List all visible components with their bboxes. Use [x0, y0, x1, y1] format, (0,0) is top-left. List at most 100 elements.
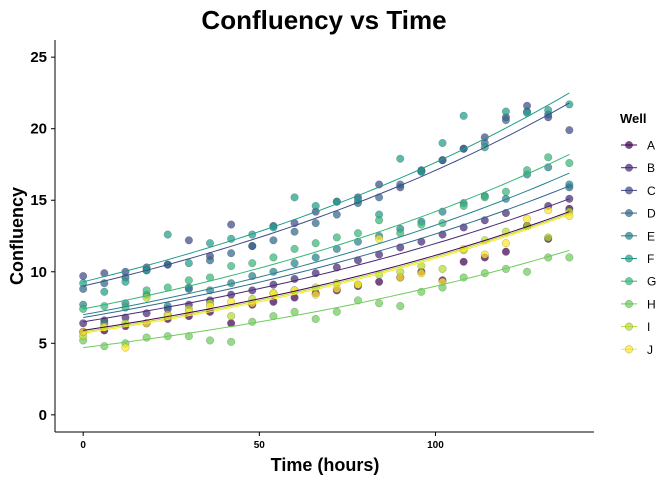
point-j-2	[121, 343, 130, 352]
fit-line-f	[83, 92, 570, 283]
point-j-12	[332, 284, 341, 293]
legend-item-c: C	[621, 184, 656, 198]
legend-item-g: G	[621, 275, 656, 289]
point-g-11	[311, 239, 320, 248]
point-c-7	[227, 220, 236, 229]
point-g-23	[565, 158, 574, 168]
point-f-6	[205, 239, 215, 248]
legend-key-i	[624, 322, 634, 331]
legend-item-i: I	[621, 320, 650, 334]
point-j-19	[480, 250, 489, 259]
point-f-15	[396, 154, 405, 163]
legend-key-a	[624, 140, 634, 150]
point-g-5	[184, 276, 193, 285]
legend-label-h: H	[647, 297, 656, 311]
point-a-18	[459, 257, 468, 266]
y-tick-label-5: 25	[30, 49, 47, 66]
point-g-7	[227, 261, 236, 271]
legend-key-d	[624, 209, 634, 218]
point-h-1	[100, 342, 109, 351]
fit-line-h	[83, 249, 570, 349]
point-f-17	[438, 138, 447, 148]
legend-title: Well	[620, 111, 647, 126]
legend-item-h: H	[621, 297, 656, 311]
fit-line-j	[83, 214, 570, 334]
point-b-12	[332, 263, 341, 272]
legend-label-e: E	[647, 229, 655, 243]
point-h-14	[375, 299, 384, 308]
legend-label-a: A	[647, 139, 655, 153]
legend-label-j: J	[647, 343, 653, 357]
legend-key-e	[624, 231, 634, 240]
point-h-11	[311, 314, 320, 324]
legend-item-b: B	[621, 161, 655, 175]
point-h-15	[396, 302, 405, 311]
point-e-5	[184, 283, 193, 292]
point-a-20	[501, 247, 510, 256]
point-h-21	[523, 267, 532, 276]
point-h-13	[353, 296, 363, 305]
legend-item-j: J	[621, 343, 653, 357]
point-g-13	[353, 229, 363, 238]
series-d-points	[79, 107, 574, 293]
point-i-7	[227, 312, 236, 321]
point-g-9	[269, 253, 278, 262]
legend-label-g: G	[647, 275, 656, 289]
point-c-5	[184, 236, 193, 245]
series-g-points	[79, 153, 574, 314]
point-h-7	[227, 337, 236, 346]
point-h-6	[205, 336, 215, 345]
point-j-13	[353, 280, 363, 289]
legend-label-b: B	[647, 161, 655, 175]
point-d-8	[248, 241, 257, 251]
point-i-22	[544, 233, 553, 242]
legend-item-f: F	[621, 252, 654, 266]
fit-line-i	[83, 212, 570, 333]
fit-line-d	[83, 185, 570, 319]
y-tick-label-0: 0	[39, 407, 47, 424]
x-axis-title: Time (hours)	[271, 455, 380, 475]
legend-item-d: D	[621, 207, 656, 221]
legend-label-d: D	[647, 207, 656, 221]
point-d-9	[269, 236, 278, 245]
point-e-4	[163, 302, 172, 311]
point-e-10	[290, 259, 299, 268]
legend-key-h	[624, 299, 634, 308]
point-d-7	[227, 249, 236, 258]
point-d-6	[205, 256, 215, 265]
y-axis-title: Confluency	[7, 187, 27, 285]
legend-key-c	[624, 186, 634, 195]
point-g-8	[248, 259, 257, 268]
series-e-points	[79, 163, 574, 328]
legend-key-f	[624, 254, 634, 263]
trend-lines-layer	[83, 92, 570, 349]
point-f-23	[565, 100, 574, 109]
point-g-18	[459, 201, 468, 211]
point-g-19	[480, 193, 489, 202]
point-g-12	[332, 233, 341, 242]
point-j-20	[501, 239, 510, 248]
legend-key-g	[624, 277, 634, 286]
point-g-3	[142, 286, 151, 295]
legend-key-j	[624, 345, 634, 354]
point-g-1	[100, 302, 109, 311]
point-h-23	[565, 253, 574, 262]
x-tick-label-1: 50	[254, 440, 266, 451]
series-c-points	[79, 101, 574, 281]
point-g-16	[417, 220, 426, 229]
legend-label-i: I	[647, 320, 650, 334]
point-j-21	[523, 214, 532, 223]
point-f-11	[311, 201, 320, 211]
point-d-11	[311, 219, 320, 228]
point-c-0	[79, 272, 88, 281]
point-a-14	[375, 277, 384, 286]
plot-area	[79, 92, 574, 352]
point-b-0	[79, 319, 88, 328]
point-j-16	[417, 269, 426, 278]
point-i-17	[438, 264, 447, 273]
axes: 0 5 10 15 20 25 0 50 100	[30, 49, 444, 451]
point-h-9	[269, 312, 278, 321]
point-f-4	[163, 230, 172, 239]
